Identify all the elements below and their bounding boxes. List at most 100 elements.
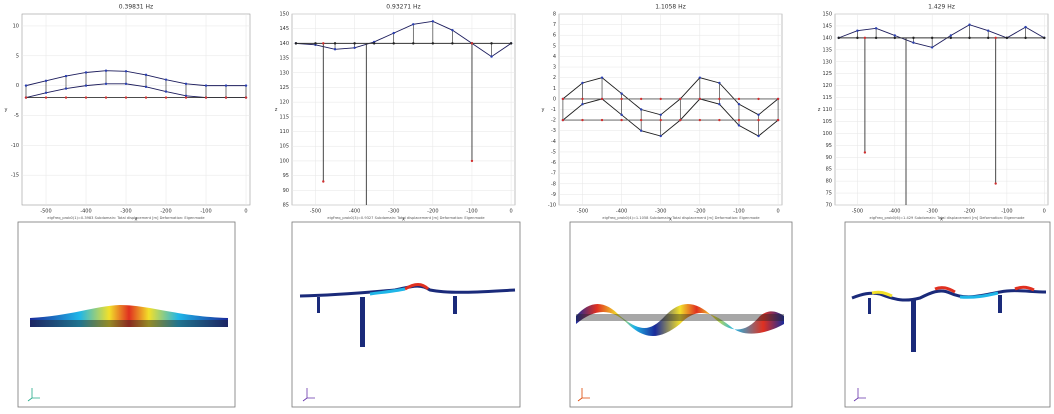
- point: [224, 96, 228, 99]
- point: [44, 91, 48, 94]
- x-tick-label: -400: [80, 209, 91, 215]
- y-tick-label: 95: [283, 173, 289, 179]
- series-line: [562, 77, 779, 116]
- point: [581, 118, 584, 122]
- y-tick-label: 85: [283, 203, 289, 209]
- x-tick-label: -500: [310, 209, 321, 215]
- deformed-peak: [404, 283, 430, 291]
- chart: 0.39831 Hz x y 10 5 0 -5 -10 -15 -500 -400 -300 -200…: [5, 4, 251, 223]
- y-tick-label: -10: [11, 143, 19, 149]
- point: [244, 84, 248, 87]
- render-title: eigFreq_prob0(4)=1.1058 Subdomain: Total…: [602, 216, 760, 220]
- point: [639, 118, 643, 122]
- point: [930, 36, 934, 40]
- point: [1024, 25, 1027, 29]
- point: [490, 55, 493, 58]
- y-tick-label: 150: [822, 12, 832, 18]
- x-tick-label: 0: [244, 209, 247, 215]
- point: [737, 97, 741, 101]
- deformed-deck: [30, 305, 228, 327]
- y-axis-label: y: [542, 107, 545, 113]
- y-tick-label: -1: [551, 107, 556, 113]
- y-tick-label: 95: [826, 143, 832, 149]
- point: [124, 82, 128, 86]
- point: [757, 113, 760, 117]
- x-tick-label: -400: [889, 209, 900, 215]
- point: [44, 79, 48, 83]
- y-tick-label: -10: [548, 203, 556, 209]
- x-tick-label: -500: [577, 209, 588, 215]
- point: [164, 96, 168, 99]
- pier: [453, 296, 457, 314]
- y-tick-label: 115: [822, 95, 832, 101]
- point: [620, 113, 623, 117]
- point: [184, 94, 188, 97]
- y-tick-label: 100: [279, 158, 289, 164]
- point: [372, 42, 376, 45]
- point: [600, 76, 604, 79]
- point: [184, 82, 188, 86]
- point: [757, 134, 760, 138]
- point: [84, 84, 88, 87]
- x-tick-label: -200: [160, 209, 171, 215]
- deformed-deck: [576, 304, 784, 336]
- point: [737, 102, 741, 106]
- y-tick-label: 145: [822, 23, 832, 29]
- y-tick-label: 140: [279, 41, 289, 47]
- render-title: eigFreq_prob0(3)=0.9327 Subdomain: Total…: [327, 216, 485, 220]
- series-line: [838, 24, 1045, 48]
- y-tick-label: 90: [826, 155, 832, 161]
- y-tick-label: 70: [826, 203, 832, 209]
- x-tick-label: -200: [694, 209, 705, 215]
- point: [581, 102, 584, 106]
- axis-triad: [577, 388, 590, 402]
- y-tick-label: -5: [14, 113, 19, 119]
- x-tick-label: -200: [964, 209, 975, 215]
- y-tick-label: 85: [826, 167, 832, 173]
- point: [431, 42, 435, 45]
- point: [561, 118, 565, 122]
- point: [776, 118, 780, 122]
- point: [322, 42, 325, 45]
- y-tick-label: 130: [279, 70, 289, 76]
- point: [949, 36, 953, 40]
- point: [451, 42, 454, 45]
- point: [1005, 36, 1009, 40]
- point: [44, 96, 48, 99]
- x-axis-label: x: [402, 217, 405, 223]
- x-tick-label: -100: [733, 209, 744, 215]
- point: [322, 180, 325, 183]
- deformed-segment: [959, 291, 999, 299]
- x-tick-label: -100: [1001, 209, 1012, 215]
- point: [184, 96, 188, 99]
- point: [659, 118, 662, 122]
- x-tick-label: -400: [616, 209, 627, 215]
- point: [718, 102, 721, 106]
- chart: 0.93271 Hz x z 150 145 140 135 130 125 120 115 110 1…: [275, 4, 516, 223]
- point: [737, 124, 741, 127]
- point: [718, 97, 721, 101]
- y-tick-label: 8: [553, 12, 556, 18]
- point: [412, 23, 415, 26]
- point: [659, 134, 662, 138]
- render-title: eigFreq_prob0(6)=1.429 Subdomain: Total …: [870, 216, 1026, 220]
- x-axis-label: x: [669, 217, 672, 223]
- y-tick-label: 75: [826, 191, 832, 197]
- render-box: [291, 221, 521, 408]
- point: [581, 81, 584, 85]
- point: [912, 41, 915, 44]
- series-line: [295, 20, 512, 58]
- axis-triad: [27, 388, 40, 402]
- x-tick-label: -300: [120, 209, 131, 215]
- point: [968, 36, 971, 40]
- pier: [317, 297, 320, 313]
- point: [698, 118, 702, 122]
- x-tick-label: -200: [427, 209, 438, 215]
- y-tick-label: 80: [826, 179, 832, 185]
- point: [164, 90, 168, 93]
- point: [698, 97, 702, 101]
- point: [204, 84, 208, 87]
- point: [620, 92, 623, 95]
- point: [144, 73, 148, 77]
- y-tick-label: 90: [283, 188, 289, 194]
